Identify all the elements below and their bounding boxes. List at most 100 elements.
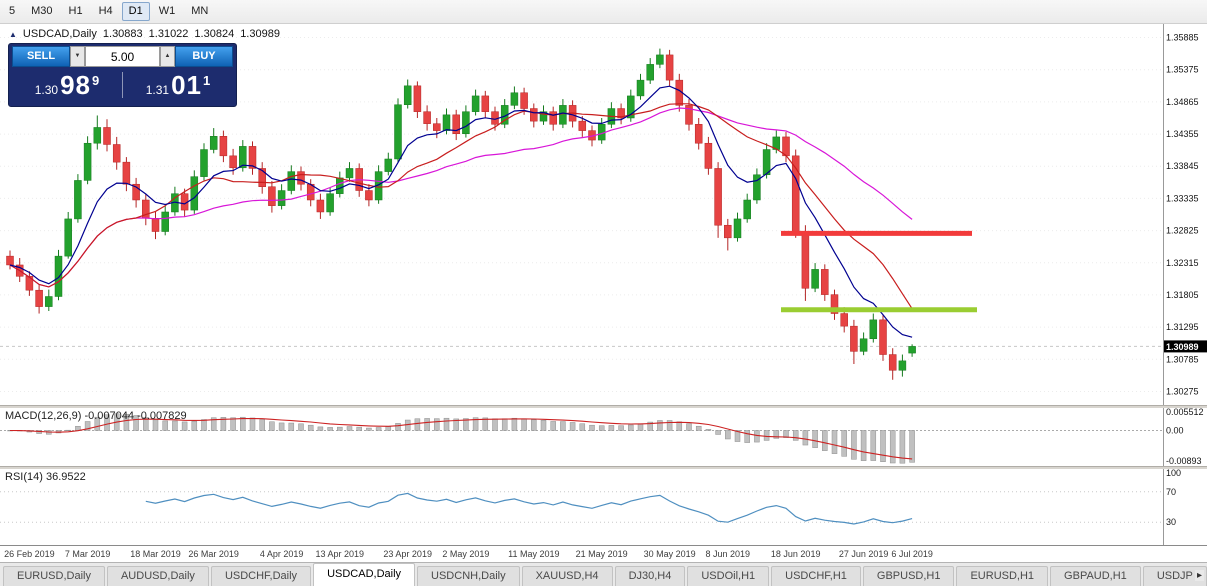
- volume-input[interactable]: [85, 46, 160, 67]
- panel-splitter[interactable]: [0, 405, 1207, 408]
- timeframe-button-H1[interactable]: H1: [68, 5, 83, 17]
- chart-ohlc-info: ▲ USDCAD,Daily 1.30883 1.31022 1.30824 1…: [9, 28, 280, 40]
- date-label: 4 Apr 2019: [259, 549, 304, 559]
- chart-tab-XAUUSD-H4[interactable]: XAUUSD,H4: [521, 566, 613, 586]
- buy-price-prefix: 1.31: [145, 83, 170, 97]
- date-label: 18 Mar 2019: [130, 549, 181, 559]
- svg-text:0.00: 0.00: [1166, 425, 1184, 435]
- sell-price-display[interactable]: 1.30 98 9: [12, 72, 122, 98]
- ohlc-close: 1.30989: [240, 28, 280, 40]
- ma-line-slow-magenta: [9, 107, 913, 288]
- one-click-collapse-icon[interactable]: ▲: [9, 29, 17, 39]
- date-label: 13 Apr 2019: [315, 549, 365, 559]
- timeframe-button-MN[interactable]: MN: [191, 5, 209, 17]
- svg-text:1.34355: 1.34355: [1166, 129, 1199, 139]
- date-label: 27 Jun 2019: [838, 549, 889, 559]
- svg-text:1.35375: 1.35375: [1166, 65, 1199, 75]
- chart-tab-GBPAUD-H1[interactable]: GBPAUD,H1: [1050, 566, 1141, 586]
- timeframe-button-5[interactable]: 5: [9, 5, 16, 17]
- date-label: 23 Apr 2019: [383, 549, 432, 559]
- chart-tab-EURUSD-H1[interactable]: EURUSD,H1: [956, 566, 1049, 586]
- chart-tab-USDJP[interactable]: USDJP: [1142, 566, 1207, 586]
- macd-chart-svg[interactable]: 0.005512 0.00 -0.00893: [0, 408, 1207, 466]
- buy-price-display[interactable]: 1.31 01 1: [123, 72, 233, 98]
- timeframe-button-H4[interactable]: H4: [98, 5, 113, 17]
- svg-text:1.34865: 1.34865: [1166, 97, 1199, 107]
- chart-tab-EURUSD-Daily[interactable]: EURUSD,Daily: [3, 566, 105, 586]
- rsi-chart-svg[interactable]: 100 70 30: [0, 469, 1207, 545]
- date-label: 18 Jun 2019: [770, 549, 821, 559]
- svg-text:1.30275: 1.30275: [1166, 386, 1199, 396]
- timeframe-button-D1[interactable]: D1: [121, 2, 150, 21]
- date-label: 30 May 2019: [643, 549, 696, 559]
- price-scale[interactable]: 1.35885 1.35375 1.34865 1.34355 1.33845 1.333…: [1163, 24, 1207, 405]
- date-label: 8 Jun 2019: [705, 549, 751, 559]
- svg-text:30: 30: [1166, 517, 1176, 527]
- buy-price-big: 01: [171, 70, 203, 100]
- chart-tab-GBPUSD-H1[interactable]: GBPUSD,H1: [862, 566, 955, 586]
- panel-splitter[interactable]: [0, 466, 1207, 469]
- ohlc-open: 1.30883: [102, 28, 143, 40]
- chart-tab-USDCAD-Daily[interactable]: USDCAD,Daily: [313, 563, 416, 586]
- timeframe-toolbar: 5 M30 H1 H4 D1 W1 MN: [0, 0, 1207, 24]
- timeframe-button-W1[interactable]: W1: [158, 5, 176, 17]
- chart-tab-DJ30-H4[interactable]: DJ30,H4: [614, 566, 686, 586]
- svg-text:1.35885: 1.35885: [1166, 33, 1199, 43]
- date-label: 2 May 2019: [442, 549, 490, 559]
- chart-symbol-title: USDCAD,Daily: [22, 28, 97, 40]
- date-label: 26 Feb 2019: [4, 549, 55, 559]
- buy-button[interactable]: BUY: [175, 46, 233, 67]
- chart-tab-AUDUSD-Daily[interactable]: AUDUSD,Daily: [106, 566, 209, 586]
- price-chart-pane: 1.35885 1.35375 1.34865 1.34355 1.33845 1.333…: [0, 24, 1207, 405]
- volume-decrement-button[interactable]: ▼: [70, 46, 85, 67]
- sell-price-big: 98: [60, 70, 92, 100]
- buy-price-pip: 1: [203, 73, 211, 88]
- macd-label: MACD(12,26,9) -0.007044 -0.007829: [5, 410, 187, 422]
- chart-tab-USDCHF-H1[interactable]: USDCHF,H1: [771, 566, 861, 586]
- svg-text:70: 70: [1166, 487, 1176, 497]
- tab-scroll-right-icon[interactable]: ▸: [1194, 570, 1204, 581]
- ma-line-fast-navy: [9, 85, 913, 338]
- date-label: 21 May 2019: [575, 549, 628, 559]
- time-axis[interactable]: 26 Feb 2019 7 Mar 2019 18 Mar 2019 26 Mar 2…: [0, 545, 1207, 562]
- svg-text:100: 100: [1166, 469, 1181, 478]
- svg-text:1.31295: 1.31295: [1166, 322, 1199, 332]
- volume-increment-button[interactable]: ▲: [160, 46, 175, 67]
- ohlc-low: 1.30824: [194, 28, 235, 40]
- svg-text:1.31805: 1.31805: [1166, 290, 1199, 300]
- svg-text:1.30785: 1.30785: [1166, 354, 1199, 364]
- current-price-badge: [1164, 340, 1207, 353]
- chart-tab-USDCNH-Daily[interactable]: USDCNH,Daily: [417, 566, 520, 586]
- svg-text:1.33845: 1.33845: [1166, 161, 1199, 171]
- macd-signal-line: [9, 417, 913, 460]
- price-divider: [122, 72, 123, 98]
- chart-tab-USDOil-H1[interactable]: USDOil,H1: [687, 566, 770, 586]
- grid-layer: [0, 37, 1163, 392]
- ma-line-mid-red: [9, 103, 913, 310]
- sell-price-prefix: 1.30: [34, 83, 59, 97]
- rsi-label: RSI(14) 36.9522: [5, 471, 86, 483]
- sell-price-pip: 9: [92, 73, 100, 88]
- rsi-line: [145, 492, 913, 525]
- svg-text:1.33335: 1.33335: [1166, 193, 1199, 203]
- svg-text:1.32315: 1.32315: [1166, 258, 1199, 268]
- svg-text:0.005512: 0.005512: [1166, 408, 1204, 417]
- moving-averages-layer: [9, 85, 913, 338]
- macd-histogram-layer: [7, 413, 915, 464]
- candles-layer: [6, 48, 916, 380]
- ohlc-high: 1.31022: [148, 28, 189, 40]
- chart-tab-bar: EURUSD,Daily AUDUSD,Daily USDCHF,Daily USDC…: [0, 562, 1207, 586]
- date-label: 7 Mar 2019: [64, 549, 111, 559]
- triangle-down-icon: ▼: [74, 53, 81, 59]
- price-chart-svg[interactable]: 1.35885 1.35375 1.34865 1.34355 1.33845 1.333…: [0, 24, 1207, 405]
- timeframe-button-M30[interactable]: M30: [31, 5, 53, 17]
- svg-text:1.32825: 1.32825: [1166, 226, 1199, 236]
- date-label: 11 May 2019: [508, 549, 560, 559]
- chart-tab-USDCHF-Daily[interactable]: USDCHF,Daily: [210, 566, 312, 586]
- sell-button[interactable]: SELL: [12, 46, 70, 67]
- price-scale[interactable]: 100 70 30: [1163, 469, 1207, 545]
- date-label: 26 Mar 2019: [188, 549, 239, 559]
- price-scale[interactable]: 0.005512 0.00 -0.00893: [1163, 408, 1207, 466]
- macd-pane: MACD(12,26,9) -0.007044 -0.007829 0.0055…: [0, 408, 1207, 466]
- rsi-pane: RSI(14) 36.9522 100 70 30: [0, 469, 1207, 545]
